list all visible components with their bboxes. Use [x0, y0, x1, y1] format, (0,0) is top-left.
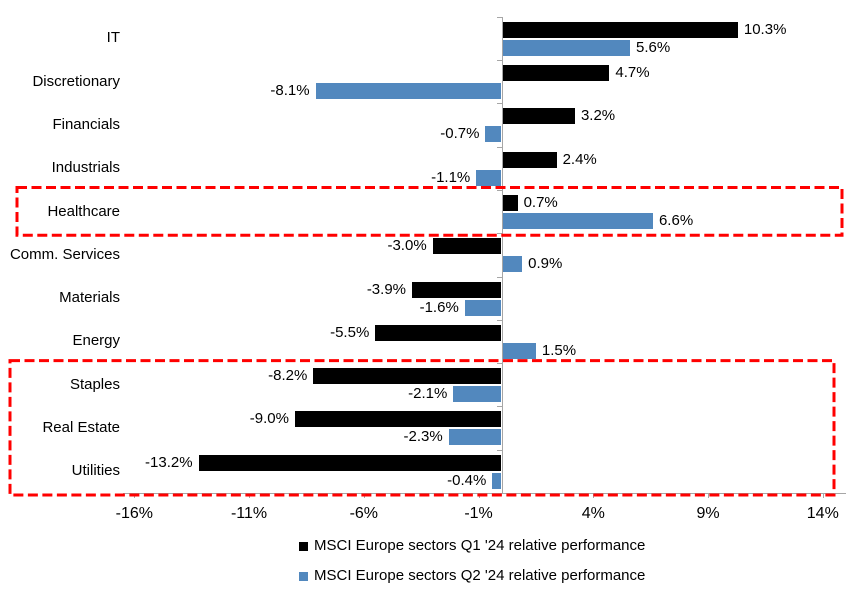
y-axis-boundary-tick — [496, 363, 502, 365]
q1-bar-discretionary — [501, 65, 610, 82]
q2-bar-industrials — [476, 169, 502, 186]
q1-value-financials: 3.2% — [580, 107, 616, 125]
x-tick-1 — [478, 493, 480, 498]
q1-bar-financials — [501, 108, 575, 125]
x-axis-line — [123, 493, 846, 494]
q2-value-discretionary: -8.1% — [270, 82, 310, 100]
q2-bar-staples — [453, 386, 502, 403]
q2-value-real-estate: -2.3% — [403, 428, 443, 446]
q1-bar-comm-services — [432, 238, 502, 255]
q1-value-comm-services: -3.0% — [387, 237, 427, 255]
q2-bar-comm-services — [501, 256, 523, 273]
category-label-healthcare: Healthcare — [47, 202, 120, 220]
x-tick-6 — [363, 493, 365, 498]
q1-value-materials: -3.9% — [366, 280, 406, 298]
q2-value-materials: -1.6% — [419, 298, 459, 316]
x-tick-label-9: 9% — [696, 505, 720, 522]
x-tick-9 — [708, 493, 710, 498]
y-axis-boundary-tick — [496, 449, 502, 451]
legend-label-q2: MSCI Europe sectors Q2 '24 relative perf… — [314, 567, 646, 584]
q2-bar-energy — [501, 342, 536, 359]
x-tick-label-14: 14% — [806, 505, 839, 522]
q1-value-industrials: 2.4% — [562, 150, 597, 168]
legend-item-q2: MSCI Europe sectors Q2 '24 relative perf… — [299, 568, 645, 584]
x-tick-label-11: -11% — [230, 505, 268, 522]
q1-bar-energy — [375, 324, 502, 341]
q2-value-healthcare: 6.6% — [658, 211, 694, 229]
q2-bar-utilities — [492, 472, 502, 489]
x-tick-4 — [593, 493, 595, 498]
q2-bar-real-estate — [448, 429, 502, 446]
category-label-comm-services: Comm. Services — [9, 245, 120, 263]
q1-bar-it — [501, 21, 738, 38]
x-tick-label-6: -6% — [349, 505, 379, 522]
healthcare-highlight-box — [15, 185, 844, 237]
q1-bar-industrials — [501, 151, 557, 168]
x-tick-11 — [249, 493, 251, 498]
y-axis-boundary-tick — [496, 493, 502, 494]
q2-bar-materials — [464, 299, 502, 316]
category-label-it: IT — [106, 29, 120, 47]
y-axis-boundary-tick — [496, 103, 502, 105]
y-axis-boundary-tick — [496, 189, 502, 191]
category-label-materials: Materials — [59, 289, 120, 307]
category-label-utilities: Utilities — [71, 462, 120, 480]
q1-value-real-estate: -9.0% — [249, 410, 289, 428]
y-axis-line — [501, 16, 503, 493]
category-label-financials: Financials — [52, 116, 120, 134]
y-axis-boundary-tick — [496, 276, 502, 278]
q1-value-healthcare: 0.7% — [523, 193, 558, 211]
x-tick-label-4: 4% — [581, 505, 605, 522]
q1-value-energy: -5.5% — [330, 323, 370, 341]
category-label-real-estate: Real Estate — [42, 419, 120, 437]
q1-value-utilities: -13.2% — [145, 453, 193, 471]
q2-value-it: 5.6% — [636, 38, 671, 56]
legend-marker-q1-icon — [299, 541, 308, 551]
q1-bar-healthcare — [501, 194, 518, 211]
category-label-discretionary: Discretionary — [32, 72, 120, 90]
q1-value-staples: -8.2% — [268, 367, 308, 385]
y-axis-boundary-tick — [496, 233, 502, 235]
q2-value-energy: 1.5% — [541, 341, 577, 359]
legend-item-q1: MSCI Europe sectors Q1 '24 relative perf… — [299, 538, 645, 554]
q2-value-utilities: -0.4% — [447, 471, 487, 489]
q2-bar-it — [501, 39, 631, 56]
q2-value-financials: -0.7% — [440, 125, 480, 143]
q2-bar-financials — [485, 126, 502, 143]
y-axis-boundary-tick — [496, 406, 502, 408]
q1-bar-materials — [411, 281, 502, 298]
category-label-industrials: Industrials — [51, 159, 120, 177]
x-tick-label-16: -16% — [115, 505, 153, 522]
q2-bar-healthcare — [501, 212, 653, 229]
x-tick-label-1: -1% — [464, 505, 493, 522]
y-axis-boundary-tick — [496, 60, 502, 62]
legend-label-q1: MSCI Europe sectors Q1 '24 relative perf… — [314, 537, 646, 554]
category-label-staples: Staples — [69, 375, 120, 393]
category-label-energy: Energy — [72, 332, 120, 350]
q1-value-discretionary: 4.7% — [615, 64, 650, 82]
x-tick-16 — [134, 493, 136, 498]
q2-value-industrials: -1.1% — [431, 168, 471, 186]
y-axis-boundary-tick — [496, 319, 502, 321]
q1-value-it: 10.3% — [743, 20, 787, 38]
x-tick-14 — [822, 493, 824, 498]
legend-marker-q2-icon — [299, 571, 308, 581]
y-axis-boundary-tick — [496, 16, 502, 18]
q1-bar-real-estate — [294, 411, 502, 428]
q2-bar-discretionary — [315, 83, 502, 100]
q1-bar-utilities — [198, 454, 502, 471]
q2-value-comm-services: 0.9% — [528, 255, 563, 273]
q2-value-staples: -2.1% — [408, 385, 448, 403]
y-axis-boundary-tick — [496, 146, 502, 148]
q1-bar-staples — [313, 368, 502, 385]
